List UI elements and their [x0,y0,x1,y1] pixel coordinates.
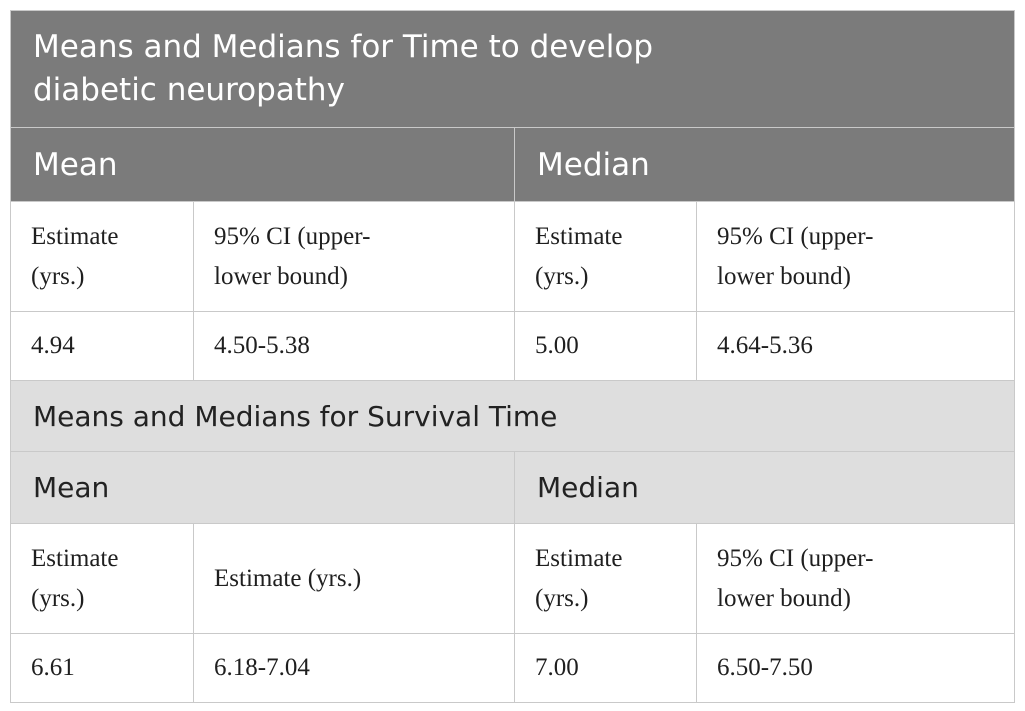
section1-median-ci-label: 95% CI (upper- lower bound) [696,201,1015,312]
section1-title-line2: diabetic neuropathy [33,72,345,108]
section2-median-estimate-value: 7.00 [514,633,697,703]
section1-median-estimate-value: 5.00 [514,311,697,381]
section2-mean-header: Mean [10,451,515,524]
label-line: 95% CI (upper- [214,222,371,250]
section1-mean-estimate-label: Estimate (yrs.) [10,201,194,312]
label-line: Estimate [535,222,623,250]
section2-value-row: 6.61 6.18-7.04 7.00 6.50-7.50 [10,633,1015,703]
section2-label-row: Estimate (yrs.) Estimate (yrs.) Estimate… [10,523,1015,634]
label-line: Estimate [31,544,119,572]
label-line: (yrs.) [535,262,589,290]
label-line: lower bound) [214,262,348,290]
section1-header-row: Mean Median [10,127,1015,202]
section1-mean-estimate-value: 4.94 [10,311,194,381]
section2-median-estimate-label: Estimate (yrs.) [514,523,697,634]
label-line: Estimate [31,222,119,250]
section2-mean-ci-value: 6.18-7.04 [193,633,515,703]
label-line: lower bound) [717,584,851,612]
label-line: (yrs.) [31,584,85,612]
section2-header-row: Mean Median [10,451,1015,524]
section2-mean-second-label: Estimate (yrs.) [193,523,515,634]
section1-median-header: Median [514,127,1015,202]
label-line: (yrs.) [31,262,85,290]
section1-mean-ci-label: 95% CI (upper- lower bound) [193,201,515,312]
section1-value-row: 4.94 4.50-5.38 5.00 4.64-5.36 [10,311,1015,381]
section2-median-ci-label: 95% CI (upper- lower bound) [696,523,1015,634]
label-line: 95% CI (upper- [717,222,874,250]
label-line: (yrs.) [535,584,589,612]
section1-title: Means and Medians for Time to develop di… [10,10,1015,128]
label-line: lower bound) [717,262,851,290]
statistics-table: Means and Medians for Time to develop di… [10,10,1015,703]
section1-median-ci-value: 4.64-5.36 [696,311,1015,381]
section2-median-ci-value: 6.50-7.50 [696,633,1015,703]
section1-mean-header: Mean [10,127,515,202]
section1-title-line1: Means and Medians for Time to develop [33,29,653,65]
section1-mean-ci-value: 4.50-5.38 [193,311,515,381]
label-line: Estimate [535,544,623,572]
section2-mean-estimate-value: 6.61 [10,633,194,703]
section2-median-header: Median [514,451,1015,524]
section2-title-row: Means and Medians for Survival Time [10,380,1015,452]
section1-label-row: Estimate (yrs.) 95% CI (upper- lower bou… [10,201,1015,312]
section2-title: Means and Medians for Survival Time [10,380,1015,452]
label-line: 95% CI (upper- [717,544,874,572]
section1-title-row: Means and Medians for Time to develop di… [10,10,1015,128]
section2-mean-estimate-label: Estimate (yrs.) [10,523,194,634]
section1-median-estimate-label: Estimate (yrs.) [514,201,697,312]
